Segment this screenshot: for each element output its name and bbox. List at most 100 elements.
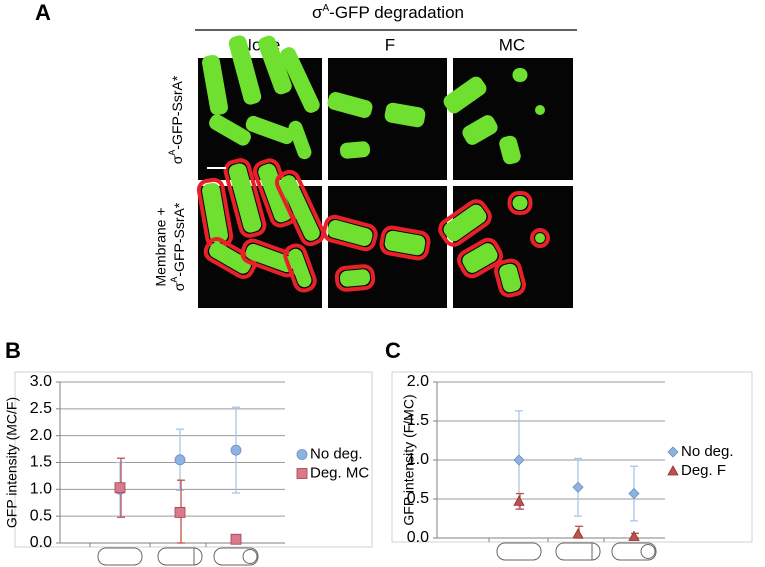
cell-membrane (379, 225, 431, 261)
cell (457, 237, 503, 279)
cell-gfp (202, 183, 228, 243)
cell (202, 55, 228, 115)
y-tick-label: 0.5 (407, 490, 429, 507)
cell-icon-spore (640, 544, 656, 559)
cell (288, 120, 312, 160)
legend-marker (667, 446, 679, 458)
point (174, 454, 186, 466)
point (513, 495, 525, 506)
point (628, 530, 640, 541)
point (628, 487, 640, 500)
cell-gfp (280, 175, 320, 241)
y-tick-label: 3.0 (30, 373, 52, 390)
point (174, 507, 186, 518)
row-rest: -GFP-SsrA* (171, 202, 187, 276)
y-tick-label: 2.5 (30, 400, 52, 417)
y-tick-label: 2.0 (30, 427, 52, 444)
cell (339, 141, 371, 159)
cell-gfp (443, 204, 487, 242)
row-sup: A (169, 277, 179, 283)
cell-gfp (462, 243, 498, 273)
cell (530, 228, 550, 248)
cell (499, 135, 521, 165)
cell-gfp (384, 230, 426, 256)
cell-membrane (334, 264, 376, 292)
cell-icon (611, 542, 657, 561)
cell (322, 214, 378, 252)
legend-label: No deg. (310, 445, 363, 462)
row-label: σA-GFP-SsrA* (169, 202, 186, 291)
panel-title: σA-GFP degradation (312, 3, 464, 23)
cell-gfp (462, 115, 498, 145)
y-tick-label: 1.5 (407, 412, 429, 429)
cell-icon (555, 542, 601, 561)
point (230, 533, 242, 545)
panel-label: B (5, 338, 21, 363)
point (572, 528, 584, 539)
cell (507, 191, 533, 215)
row-sup: A (167, 150, 177, 156)
cell-gfp (288, 248, 312, 288)
cell-gfp (209, 114, 251, 146)
y-tick-label: 1.0 (407, 451, 429, 468)
cell-gfp (499, 263, 521, 293)
y-tick-label: 1.5 (30, 454, 52, 471)
legend-label: Deg. MC (310, 464, 369, 481)
cell-icon (157, 547, 203, 566)
panel-label: C (385, 338, 401, 363)
cell (203, 237, 257, 279)
cell-gfp (339, 141, 371, 159)
row-symbol: σ (169, 155, 185, 164)
cell (443, 76, 487, 114)
cell-icon (213, 547, 259, 566)
y-tick-label: 2.0 (407, 373, 429, 390)
cell-gfp (384, 102, 426, 128)
row-rest: -GFP-SsrA* (169, 75, 185, 149)
legend-marker (296, 449, 308, 460)
cell-icon (496, 542, 542, 561)
cell-icon-spore (242, 549, 258, 564)
cell-membrane (203, 237, 257, 279)
micrographs (196, 35, 573, 308)
cell (327, 92, 373, 118)
cell-gfp (443, 76, 487, 114)
cell-gfp (228, 163, 262, 233)
cell-gfp (258, 163, 292, 223)
cell-membrane (223, 158, 267, 238)
cell-gfp (209, 242, 251, 274)
cell-icon (97, 547, 143, 566)
chart-frame (391, 371, 753, 543)
cell-membrane (457, 237, 503, 279)
cell-gfp (512, 196, 528, 210)
title-rest: -GFP degradation (329, 3, 464, 22)
cell (245, 115, 295, 145)
y-axis-label: GFP intensity (F/MC) (401, 394, 417, 525)
y-tick-label: 0.0 (30, 534, 52, 551)
cell (209, 114, 251, 146)
legend-label: Deg. F (681, 462, 726, 479)
cell (258, 35, 292, 95)
cell-gfp (535, 105, 545, 115)
cell (334, 264, 376, 292)
cell (535, 105, 545, 115)
cell-membrane (494, 258, 526, 298)
y-tick-label: 1.0 (30, 481, 52, 498)
cell-membrane (507, 191, 533, 215)
cell-membrane (530, 228, 550, 248)
column-header: F (385, 35, 395, 54)
point (572, 481, 584, 493)
cell-membrane (283, 243, 317, 293)
chart-frame (14, 371, 373, 548)
cell (494, 258, 526, 298)
cell-gfp (202, 55, 228, 115)
y-axis-label: GFP intensity (MC/F) (4, 397, 20, 528)
cell-membrane (274, 169, 326, 247)
y-tick-label: 0.5 (30, 507, 52, 524)
cell (384, 102, 426, 128)
cell (283, 243, 317, 293)
cell-membrane (438, 199, 492, 247)
row-symbol: σ (171, 282, 187, 291)
panel-label: A (35, 0, 51, 25)
cell-gfp (228, 35, 262, 105)
